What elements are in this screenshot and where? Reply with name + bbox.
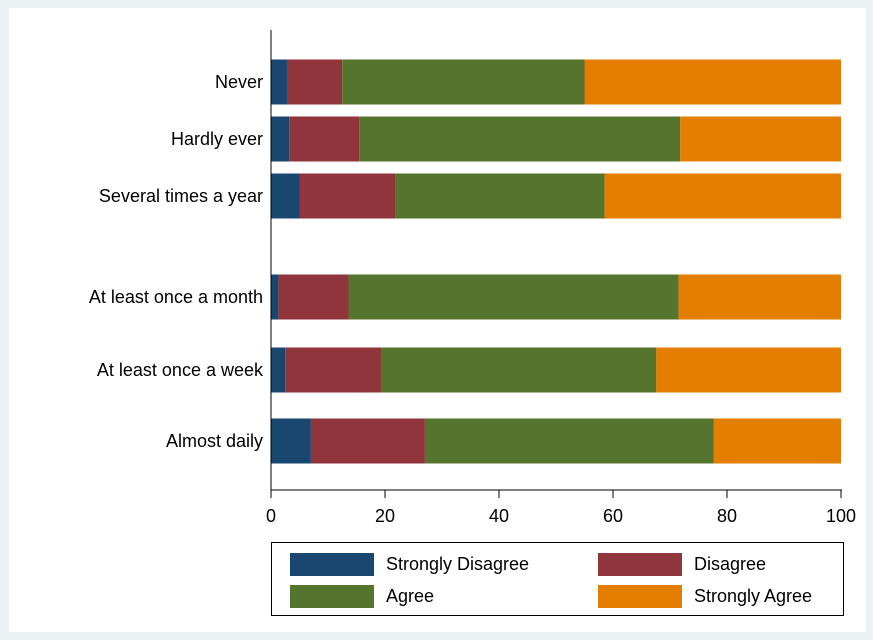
- x-tick-label: 100: [826, 506, 856, 526]
- category-label: Several times a year: [99, 186, 263, 206]
- bar-segment: [271, 116, 290, 162]
- x-tick-label: 40: [489, 506, 509, 526]
- category-label: At least once a month: [89, 287, 263, 307]
- bar-segment: [348, 274, 679, 320]
- legend-swatch: [598, 584, 682, 608]
- bar-segment: [271, 418, 311, 464]
- bar-segment: [656, 347, 841, 393]
- category-label: Never: [215, 72, 263, 92]
- bar-segment: [678, 274, 841, 320]
- bar-segment: [424, 418, 714, 464]
- legend: Strongly Disagree Disagree Agree Strongl…: [271, 542, 844, 616]
- bar-segment: [278, 274, 349, 320]
- bar-segment: [395, 173, 605, 219]
- x-tick-label: 80: [717, 506, 737, 526]
- bar-segment: [286, 59, 343, 105]
- x-tick-label: 60: [603, 506, 623, 526]
- legend-item-strongly-agree: Strongly Agree: [598, 583, 812, 609]
- x-axis-ticks: 0 20 40 60 80 100: [266, 490, 856, 526]
- legend-label: Strongly Agree: [694, 585, 813, 606]
- legend-swatch: [598, 552, 682, 576]
- bar-segment: [289, 116, 360, 162]
- legend-label: Agree: [386, 585, 435, 606]
- bar-segment: [342, 59, 585, 105]
- category-label: Almost daily: [166, 431, 263, 451]
- bar-segment: [713, 418, 841, 464]
- legend-item-disagree: Disagree: [598, 551, 766, 577]
- bar-segment: [271, 274, 279, 320]
- bar-segment: [285, 347, 382, 393]
- legend-label: Disagree: [694, 553, 767, 574]
- bar-segment: [584, 59, 841, 105]
- legend-item-strongly-disagree: Strongly Disagree: [290, 551, 529, 577]
- bar-segment: [271, 59, 287, 105]
- legend-swatch: [290, 584, 374, 608]
- category-labels: Never Hardly ever Several times a year At l…: [89, 72, 264, 451]
- bar-segment: [680, 116, 841, 162]
- legend-item-agree: Agree: [290, 583, 434, 609]
- category-label: At least once a week: [97, 360, 264, 380]
- bar-segment: [299, 173, 396, 219]
- bar-segment: [604, 173, 841, 219]
- bars-group: [271, 59, 841, 464]
- bar-segment: [271, 173, 300, 219]
- bar-segment: [271, 347, 286, 393]
- bar-segment: [310, 418, 425, 464]
- x-tick-label: 20: [375, 506, 395, 526]
- bar-segment: [359, 116, 681, 162]
- x-tick-label: 0: [266, 506, 276, 526]
- category-label: Hardly ever: [171, 129, 263, 149]
- legend-label: Strongly Disagree: [386, 553, 530, 574]
- bar-segment: [381, 347, 657, 393]
- legend-swatch: [290, 552, 374, 576]
- plot-area: [9, 8, 866, 632]
